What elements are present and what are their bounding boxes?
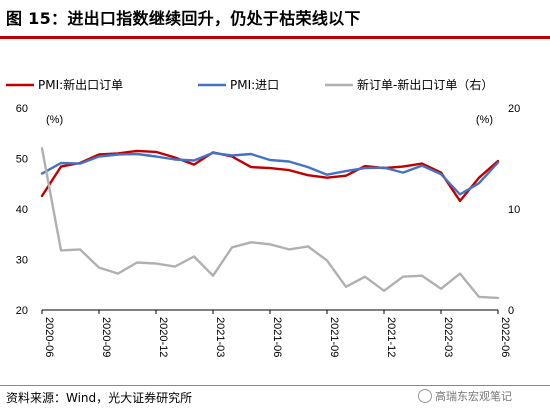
x-tick-label: 2020-12: [157, 317, 169, 357]
axes: 20 30 40 50 60 (%) 0 10 20 (%) 2020-06 2020-09 2020-…: [16, 103, 521, 357]
source-note: 资料来源：Wind，光大证券研究所: [6, 391, 193, 405]
x-tick-label: 2022-03: [442, 317, 454, 357]
y-left-tick-label: 30: [16, 255, 28, 267]
x-tick-label: 2020-06: [43, 317, 55, 357]
x-tick-label: 2021-03: [214, 317, 226, 357]
x-tick-label: 2021-09: [328, 317, 340, 357]
legend-label-1: PMI:新出口订单: [38, 77, 123, 92]
series-lines: [40, 147, 500, 300]
watermark-text: 高瑞东宏观笔记: [435, 390, 512, 403]
x-tick-label: 2021-12: [385, 317, 397, 357]
series-line-3: [40, 147, 500, 300]
y-left-tick-label: 20: [16, 305, 28, 317]
x-tick-label: 2022-06: [499, 317, 511, 357]
y-right-tick-label: 20: [508, 103, 520, 115]
page-title: 图 15：进出口指数继续回升，仍处于枯荣线以下: [6, 9, 361, 28]
title-divider: [0, 36, 550, 39]
source-divider: [0, 385, 550, 386]
y-left-tick-label: 60: [16, 103, 28, 115]
y-right-tick-label: 0: [508, 305, 514, 317]
legend: PMI:新出口订单 PMI:进口 新订单-新出口订单（右）: [6, 77, 493, 92]
series-line-1: [40, 149, 500, 203]
y-left-tick-label: 50: [16, 154, 28, 166]
x-tick-label: 2021-06: [271, 317, 283, 357]
watermark: 高瑞东宏观笔记: [418, 388, 512, 404]
legend-label-2: PMI:进口: [230, 78, 279, 92]
y-right-tick-label: 10: [508, 204, 520, 216]
x-tick-label: 2020-09: [100, 317, 112, 357]
y-right-axis-label: (%): [476, 114, 493, 126]
wechat-icon: [418, 389, 432, 403]
series-line-2: [40, 151, 500, 196]
y-left-axis-label: (%): [46, 114, 63, 126]
legend-label-3: 新订单-新出口订单（右）: [357, 77, 493, 92]
y-left-tick-label: 40: [16, 204, 28, 216]
